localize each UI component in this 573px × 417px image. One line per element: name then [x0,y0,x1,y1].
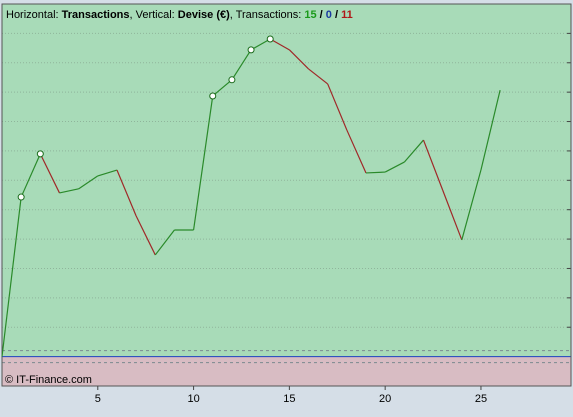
title-part: 0 [326,9,332,21]
equity-segment [384,161,405,173]
equity-segment [78,175,99,190]
equity-segment [403,139,424,163]
equity-segment [212,79,233,97]
chart-title: Horizontal: Transactions, Vertical: Devi… [6,9,353,21]
equity-segment [480,89,501,171]
x-tick-label: 10 [187,393,199,405]
equity-segment [154,229,175,256]
footer: © IT-Finance.com [5,374,92,386]
title-part: Horizontal: [6,9,62,21]
title-part: , Transactions: [230,9,305,21]
title-part: Transactions [62,9,130,21]
equity-segment [135,215,156,256]
equity-segment [365,171,386,174]
equity-segment [97,169,118,177]
equity-segment [327,83,348,131]
x-tick-label: 25 [475,393,487,405]
equity-segment [20,153,41,198]
new-high-marker [228,76,236,84]
title-part: / [332,9,341,21]
equity-segment [116,169,137,217]
title-part: / [317,9,326,21]
equity-segment [308,68,329,85]
x-tick-label: 15 [283,393,295,405]
new-high-marker [266,35,274,43]
equity-segment [346,129,367,174]
title-part: 15 [304,9,316,21]
equity-segment [269,38,290,51]
equity-segment [250,38,271,51]
equity-segment [1,196,22,357]
equity-segment [288,49,309,70]
x-tick-label: 5 [95,393,101,405]
loss-zone [2,356,571,386]
new-high-marker [209,92,217,100]
equity-segment [461,169,482,241]
title-part: , Vertical: [130,9,178,21]
plot-border [1,3,572,387]
equity-segment [192,95,214,231]
new-high-marker [36,150,44,158]
equity-segment [59,188,79,194]
equity-segment [231,49,252,81]
equity-segment [422,139,444,191]
x-tick-label: 20 [379,393,391,405]
equity-segment [442,189,463,241]
new-high-marker [17,193,25,201]
new-high-marker [247,46,255,54]
equity-segment [39,153,61,194]
title-part: 11 [341,9,353,21]
title-part: Devise (€) [178,9,230,21]
